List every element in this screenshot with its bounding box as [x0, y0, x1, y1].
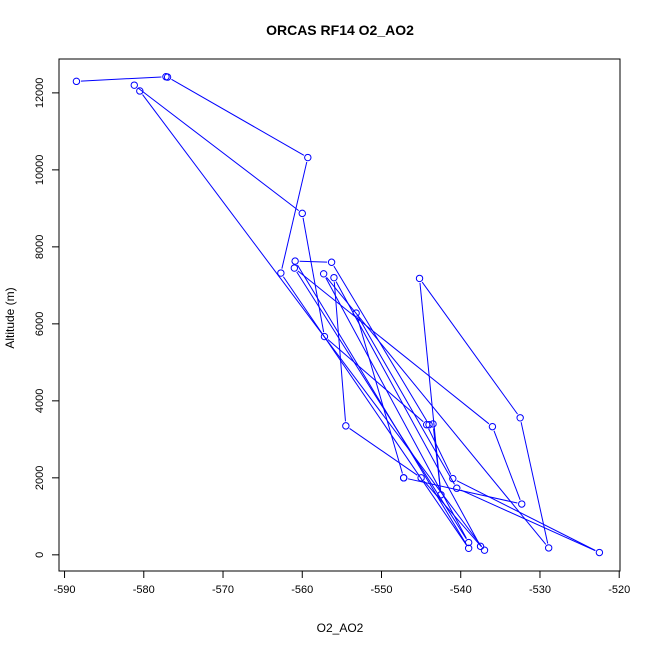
series-segment [428, 428, 452, 475]
data-point [290, 264, 299, 272]
series-segment [460, 489, 596, 552]
series-segment [142, 94, 483, 547]
series-segment [299, 260, 328, 263]
series-segment [137, 87, 299, 212]
series-segment [171, 78, 305, 156]
series-segment [325, 277, 467, 539]
series-segment [282, 276, 467, 545]
data-point [518, 500, 526, 508]
y-tick-label: 4000 [34, 389, 46, 413]
x-tick-label: -580 [133, 584, 155, 596]
series-segment [297, 270, 490, 425]
series-segment [326, 276, 547, 545]
chart-title: ORCAS RF14 O2_AO2 [266, 22, 414, 38]
series-segment [456, 480, 596, 551]
series-layer [72, 73, 604, 557]
series-segment [421, 281, 518, 415]
data-point [437, 491, 445, 499]
y-tick-label: 6000 [34, 312, 46, 336]
series-segment [296, 271, 467, 539]
data-point [516, 414, 524, 422]
data-point [298, 209, 306, 218]
y-tick-label: 10000 [34, 155, 46, 186]
x-tick-label: -550 [370, 584, 392, 596]
data-point [352, 309, 360, 317]
series-segment [520, 422, 549, 544]
data-point [304, 153, 312, 162]
y-tick-label: 12000 [34, 78, 46, 109]
x-tick-label: -590 [54, 584, 76, 596]
series-segment [281, 161, 308, 269]
series-segment [356, 317, 403, 474]
x-axis-label: O2_AO2 [317, 621, 364, 635]
y-axis: 0 2000 4000 6000 8000 10000 12000 [34, 78, 60, 558]
y-tick-label: 8000 [34, 235, 46, 259]
x-tick-label: -560 [291, 584, 313, 596]
data-point [342, 422, 350, 430]
data-point [330, 273, 338, 282]
data-point [399, 474, 408, 482]
data-point [136, 87, 144, 95]
series-segment [335, 281, 479, 543]
data-point [425, 421, 433, 429]
data-point [453, 484, 461, 492]
series-segment [302, 217, 325, 333]
data-point [417, 474, 425, 482]
plot-area-frame [58, 58, 621, 572]
x-tick-label: -570 [212, 584, 234, 596]
data-point [422, 421, 431, 429]
data-point [319, 270, 328, 278]
data-point [72, 77, 81, 86]
y-tick-label: 0 [34, 552, 46, 558]
series-segment [80, 76, 162, 82]
data-point [464, 538, 473, 547]
data-point [464, 544, 473, 552]
data-point [327, 258, 336, 266]
series-segment [333, 282, 346, 422]
series-segment [423, 480, 482, 548]
data-point [130, 81, 138, 89]
data-point [429, 420, 437, 428]
data-point [476, 542, 485, 551]
data-point [595, 548, 604, 557]
y-axis-label: Altitude (m) [3, 287, 17, 348]
x-tick-label: -530 [529, 584, 551, 596]
data-point [480, 546, 489, 554]
data-point [320, 332, 329, 341]
series-segment [327, 339, 424, 423]
data-point [488, 422, 497, 431]
x-axis: -590 -580 -570 -560 -550 -540 -530 -520 [54, 570, 630, 596]
data-point [415, 274, 424, 283]
series-segment [419, 282, 441, 491]
data-point [163, 73, 172, 81]
data-point [291, 257, 299, 265]
data-point [544, 544, 553, 552]
series-segment [349, 428, 418, 476]
series-segment [493, 430, 521, 500]
series-segment [297, 264, 467, 545]
x-tick-label: -540 [450, 584, 472, 596]
data-point [449, 474, 457, 483]
y-tick-label: 2000 [34, 466, 46, 490]
x-tick-label: -520 [608, 584, 630, 596]
data-point [277, 269, 285, 277]
series-segment [357, 316, 455, 485]
